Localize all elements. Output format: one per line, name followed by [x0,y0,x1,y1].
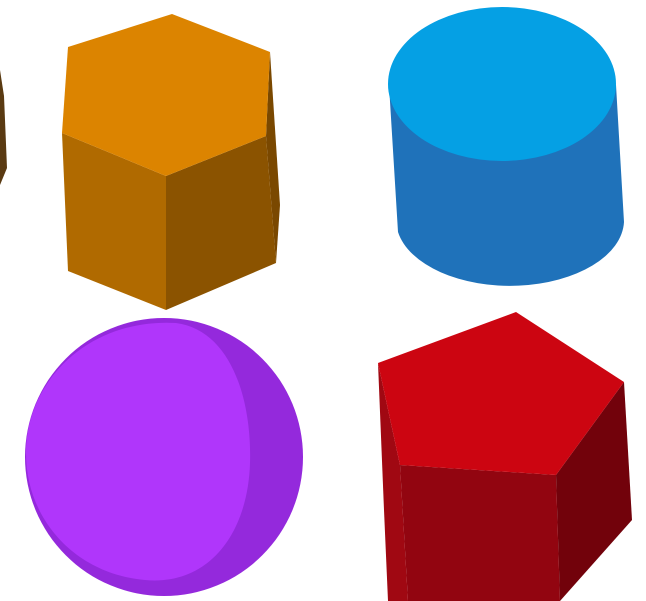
pentagonal-prism-right-face [556,382,632,601]
pentagonal-prism [378,312,632,601]
hexagonal-prism-left-face [62,133,166,310]
pentagonal-prism-front-face [400,465,560,601]
edge-object-face [0,70,7,185]
sphere [25,318,303,596]
hexagonal-prism-right-face [266,52,280,263]
sphere-lit-face [26,322,251,581]
hexagonal-prism [62,14,280,310]
cylinder-top [388,7,616,161]
cylinder [388,7,624,286]
pentagonal-prism-left-face [378,363,408,601]
pentagonal-prism-top-face [378,312,624,475]
hexagonal-prism-front-face [166,136,276,310]
edge-object [0,70,7,185]
hexagonal-prism-top-face [62,14,270,176]
